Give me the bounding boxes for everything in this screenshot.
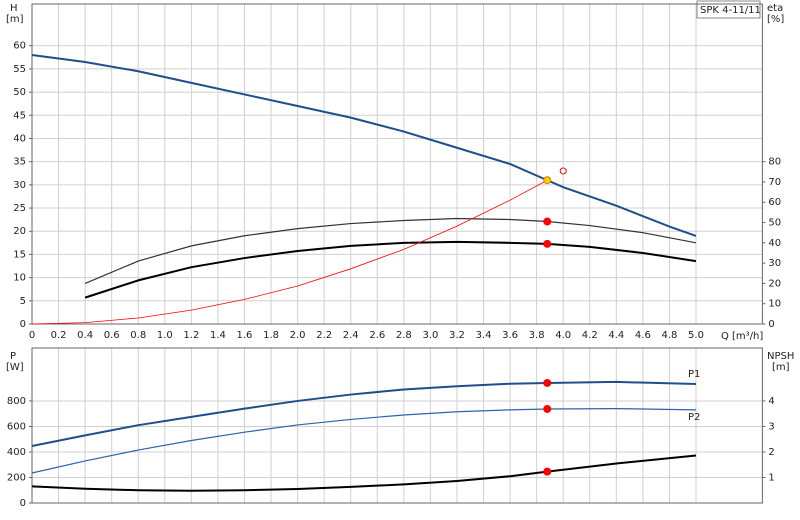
- x-tick-label: 0.6: [104, 330, 120, 341]
- y-tick-label: 15: [13, 249, 26, 260]
- x-tick-label: 4.4: [608, 330, 624, 341]
- x-tick-label: 4.2: [582, 330, 598, 341]
- y-tick-label: 35: [13, 157, 26, 168]
- y2-tick-label: 50: [768, 218, 781, 229]
- x-tick-label: 4.8: [661, 330, 677, 341]
- y2-tick-label: 3: [768, 421, 774, 432]
- x-axis-unit: [m³/h]: [732, 331, 763, 342]
- y-tick-label: 60: [13, 41, 26, 52]
- plot-frame: [31, 347, 763, 504]
- x-axis-label: Q: [721, 331, 729, 342]
- x-tick-label: 0.2: [51, 330, 67, 341]
- x-tick-label: 2.0: [290, 330, 306, 341]
- y-axis-unit: [m]: [6, 14, 24, 25]
- plot-frame: [31, 3, 763, 325]
- x-tick-label: 3.0: [422, 330, 438, 341]
- y-tick-label: 50: [13, 87, 26, 98]
- y-tick-label: 30: [13, 180, 26, 191]
- x-tick-label: 2.2: [316, 330, 332, 341]
- y-axis-unit: [W]: [6, 362, 24, 373]
- x-tick-label: 2.4: [343, 330, 359, 341]
- y2-tick-label: 20: [768, 278, 781, 289]
- chart-title: SPK 4-11/11: [700, 5, 761, 16]
- operating-point: [543, 378, 552, 387]
- y2-axis-unit: [m]: [772, 362, 790, 373]
- title-box: [696, 0, 761, 19]
- y-tick-label: 45: [13, 110, 26, 121]
- operating-point: [559, 167, 567, 175]
- y2-tick-label: 0: [768, 319, 774, 330]
- y-tick-label: 5: [20, 296, 26, 307]
- x-tick-label: 1.4: [210, 330, 226, 341]
- x-tick-label: 3.4: [476, 330, 492, 341]
- y2-axis-label: eta: [767, 3, 783, 14]
- x-tick-label: 2.8: [396, 330, 412, 341]
- y-tick-label: 400: [7, 447, 26, 458]
- y2-tick-label: 80: [768, 157, 781, 168]
- operating-point: [543, 176, 552, 185]
- y-tick-label: 800: [7, 396, 26, 407]
- y2-tick-label: 2: [768, 447, 774, 458]
- y2-tick-label: 30: [768, 258, 781, 269]
- series-line: [31, 179, 548, 325]
- x-tick-label: 5.0: [688, 330, 704, 341]
- series-label: P2: [688, 412, 700, 423]
- operating-point: [543, 404, 552, 413]
- y-tick-label: 0: [20, 498, 26, 509]
- y-tick-label: 200: [7, 472, 26, 483]
- operating-point: [543, 467, 552, 476]
- y2-tick-label: 70: [768, 177, 781, 188]
- y2-axis-label: NPSH: [767, 351, 794, 362]
- x-tick-label: 3.8: [529, 330, 545, 341]
- x-tick-label: 1.8: [263, 330, 279, 341]
- series-line: [84, 240, 697, 299]
- y-tick-label: 0: [20, 319, 26, 330]
- y2-tick-label: 40: [768, 238, 781, 249]
- x-tick-label: 3.6: [502, 330, 518, 341]
- y-axis-label: H: [10, 3, 18, 14]
- y2-tick-label: 60: [768, 197, 781, 208]
- y2-tick-label: 10: [768, 299, 781, 310]
- x-tick-label: 4.0: [555, 330, 571, 341]
- y-tick-label: 55: [13, 64, 26, 75]
- y-tick-label: 20: [13, 226, 26, 237]
- x-tick-label: 3.2: [449, 330, 465, 341]
- operating-point: [543, 217, 552, 226]
- series-line: [31, 54, 697, 237]
- y-axis-label: P: [10, 351, 16, 362]
- series-label: P1: [688, 369, 700, 380]
- y-tick-label: 40: [13, 133, 26, 144]
- series-line: [84, 217, 697, 284]
- operating-point: [543, 239, 552, 248]
- x-tick-label: 1.6: [237, 330, 253, 341]
- y-tick-label: 10: [13, 273, 26, 284]
- y2-tick-label: 1: [768, 472, 774, 483]
- x-tick-label: 0.4: [77, 330, 93, 341]
- x-tick-label: 0.8: [130, 330, 146, 341]
- x-tick-label: 1.0: [157, 330, 173, 341]
- x-tick-label: 1.2: [183, 330, 199, 341]
- y-tick-label: 600: [7, 421, 26, 432]
- y2-axis-unit: [%]: [767, 14, 784, 25]
- x-tick-label: 4.6: [635, 330, 651, 341]
- x-tick-label: 0: [29, 330, 35, 341]
- y-tick-label: 25: [13, 203, 26, 214]
- y2-tick-label: 4: [768, 396, 774, 407]
- x-tick-label: 2.6: [369, 330, 385, 341]
